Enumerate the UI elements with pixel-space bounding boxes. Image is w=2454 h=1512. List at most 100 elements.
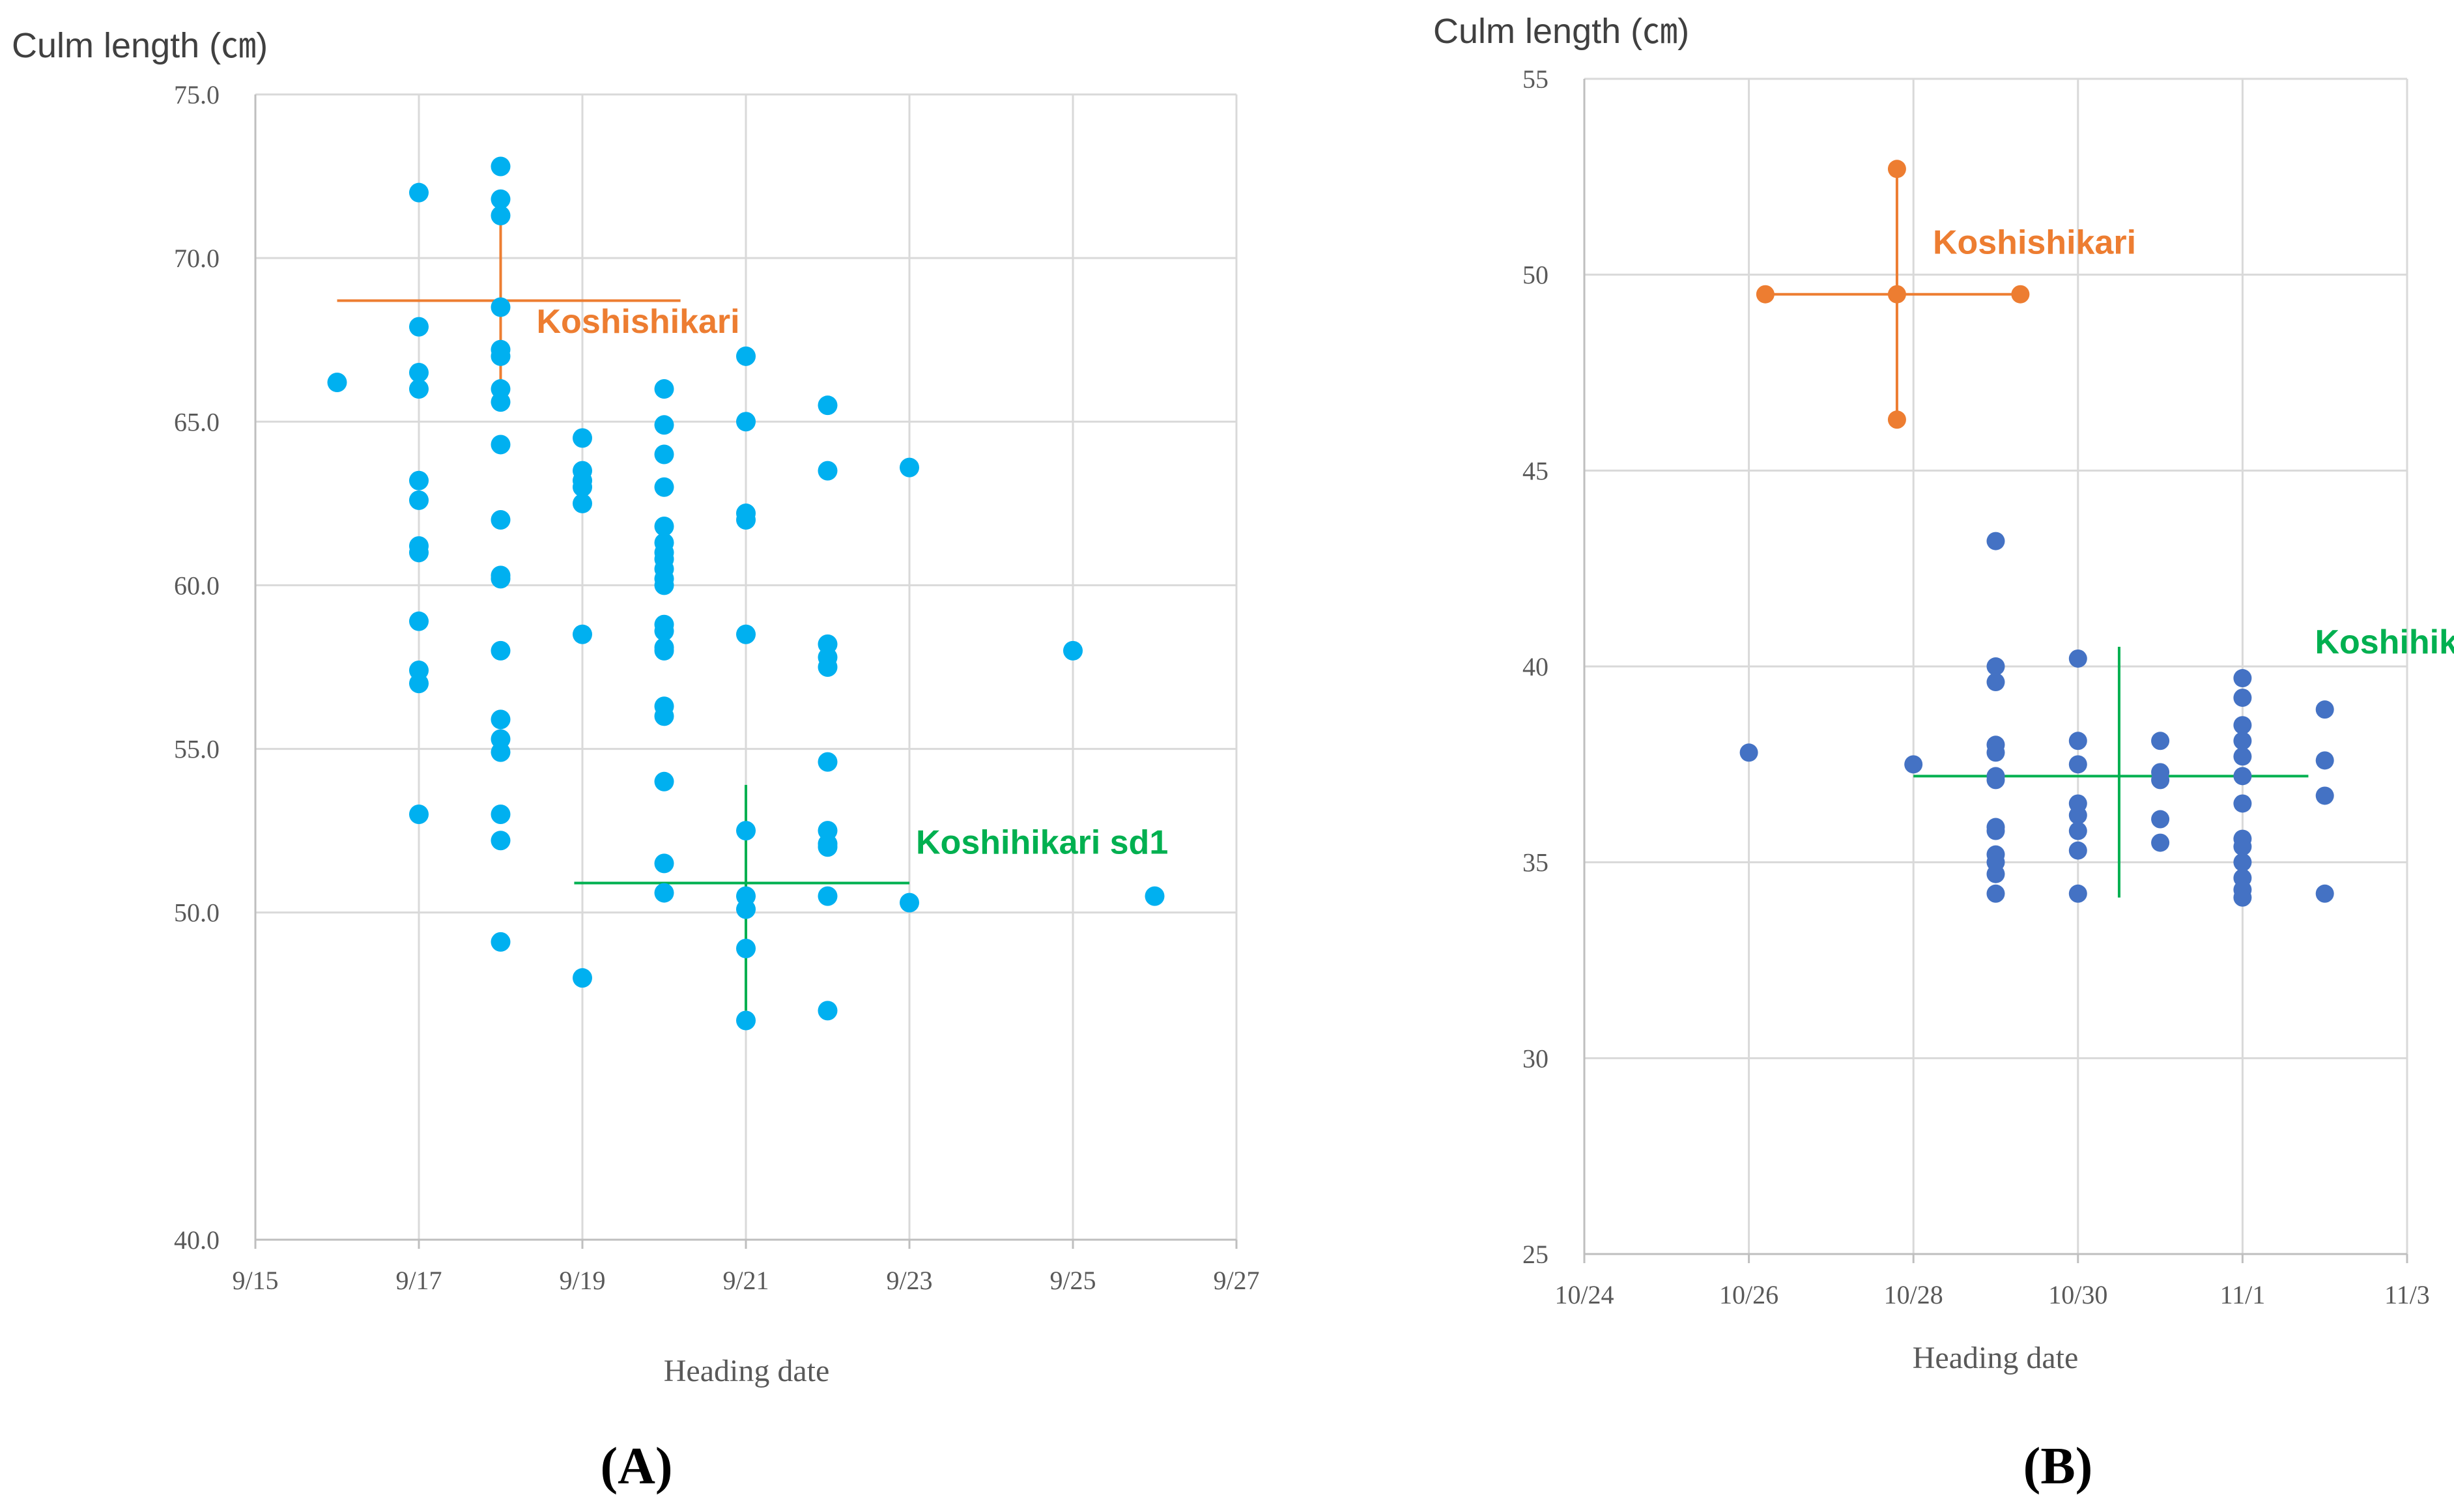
data-point	[818, 657, 838, 677]
data-point	[2233, 853, 2252, 872]
y-tick-label: 40.0	[174, 1225, 220, 1255]
data-point	[736, 938, 756, 958]
y-tick-label: 60.0	[174, 571, 220, 600]
x-tick-label: 9/23	[886, 1266, 932, 1295]
y-tick-label: 45	[1522, 456, 1548, 485]
data-point	[409, 362, 429, 382]
data-point	[2068, 649, 2087, 668]
y-tick-label: 40	[1522, 652, 1548, 681]
data-point	[2068, 806, 2087, 825]
data-point	[2233, 837, 2252, 856]
data-point	[818, 886, 838, 906]
data-point	[654, 517, 674, 537]
axes-a	[254, 94, 1238, 1249]
data-points-a	[327, 156, 1165, 1031]
panel-label-b: (B)	[2023, 1438, 2093, 1495]
x-tick-label: 10/28	[1884, 1280, 1943, 1309]
data-point	[900, 892, 919, 913]
cross-markers-a: Koshishikari Koshihikari sd1	[337, 212, 1168, 1011]
data-point	[654, 415, 674, 435]
data-point	[654, 444, 674, 464]
y-tick-label: 65.0	[174, 407, 220, 436]
data-point	[2233, 767, 2252, 786]
x-tick-labels-b: 10/24 10/26 10/28 10/30 11/1 11/3	[1554, 1280, 2429, 1309]
y-tick-label: 50	[1522, 261, 1548, 290]
x-tick-labels-a: 9/15 9/17 9/19 9/21 9/23 9/25 9/27	[232, 1266, 1259, 1295]
data-point	[2233, 794, 2252, 813]
data-point	[1986, 657, 2005, 676]
data-point	[327, 373, 347, 393]
data-point	[491, 392, 511, 412]
x-tick-label: 9/25	[1049, 1266, 1096, 1295]
data-point	[2233, 747, 2252, 766]
data-point	[2233, 732, 2252, 750]
x-tick-label: 9/19	[559, 1266, 605, 1295]
data-point	[818, 752, 838, 772]
data-point	[573, 477, 592, 497]
data-point	[1986, 532, 2005, 550]
y-tick-label: 70.0	[174, 244, 220, 273]
data-point	[409, 674, 429, 694]
data-point	[491, 297, 511, 317]
data-point	[2068, 755, 2087, 774]
koshihikari-sd1-label: Koshihikari sd1	[2315, 623, 2454, 661]
data-point	[2068, 841, 2087, 860]
data-point	[491, 569, 511, 589]
data-point	[736, 412, 756, 432]
data-point	[736, 346, 756, 366]
koshishikari-point	[1756, 285, 1775, 304]
data-point	[654, 853, 674, 874]
data-point	[654, 621, 674, 641]
axes-b	[1583, 79, 2408, 1263]
x-tick-label: 11/3	[2384, 1280, 2430, 1309]
data-point	[409, 805, 429, 825]
data-point	[2233, 716, 2252, 735]
data-point	[491, 156, 511, 177]
koshihikari-sd1-label: Koshihikari sd1	[916, 824, 1168, 862]
koshishikari-point	[1887, 285, 1906, 304]
data-point	[409, 379, 429, 399]
gridlines-a	[255, 93, 1238, 1240]
data-point	[736, 1010, 756, 1031]
data-point	[1986, 743, 2005, 762]
y-axis-title-b: Culm length (㎝)	[1433, 12, 1689, 51]
data-point	[491, 709, 511, 730]
data-point	[2315, 884, 2334, 903]
data-point	[654, 477, 674, 497]
data-point	[409, 490, 429, 510]
x-axis-title-a: Heading date	[664, 1354, 830, 1388]
data-point	[491, 189, 511, 209]
data-point	[2068, 884, 2087, 903]
x-tick-label: 10/26	[1719, 1280, 1778, 1309]
y-tick-label: 25	[1522, 1240, 1548, 1269]
data-point	[1986, 821, 2005, 840]
koshishikari-point	[2011, 285, 2030, 304]
y-tick-label: 75.0	[174, 80, 220, 109]
data-point	[2151, 732, 2170, 750]
x-tick-label: 9/27	[1213, 1266, 1259, 1295]
x-tick-label: 11/1	[2220, 1280, 2266, 1309]
data-point	[736, 509, 756, 530]
data-point	[1063, 640, 1083, 661]
data-point	[409, 317, 429, 337]
koshishikari-label: Koshishikari	[1933, 223, 2136, 261]
x-tick-label: 9/15	[232, 1266, 278, 1295]
x-tick-label: 9/21	[722, 1266, 769, 1295]
data-point	[1986, 864, 2005, 883]
koshishikari-point	[1887, 160, 1906, 178]
chart-panel-a: 9/15 9/17 9/19 9/21 9/23 9/25 9/27 40.0 50.0 55.…	[12, 26, 1260, 1495]
x-axis-title-b: Heading date	[1913, 1341, 2079, 1375]
data-point	[2068, 821, 2087, 840]
data-point	[409, 470, 429, 491]
data-point	[2233, 689, 2252, 707]
data-point	[1986, 884, 2005, 903]
data-point	[491, 509, 511, 530]
data-point	[654, 640, 674, 661]
data-point	[2068, 732, 2087, 750]
data-point	[491, 742, 511, 762]
x-tick-label: 9/17	[395, 1266, 442, 1295]
data-point	[491, 435, 511, 455]
data-point	[409, 182, 429, 203]
data-point	[1145, 886, 1165, 906]
